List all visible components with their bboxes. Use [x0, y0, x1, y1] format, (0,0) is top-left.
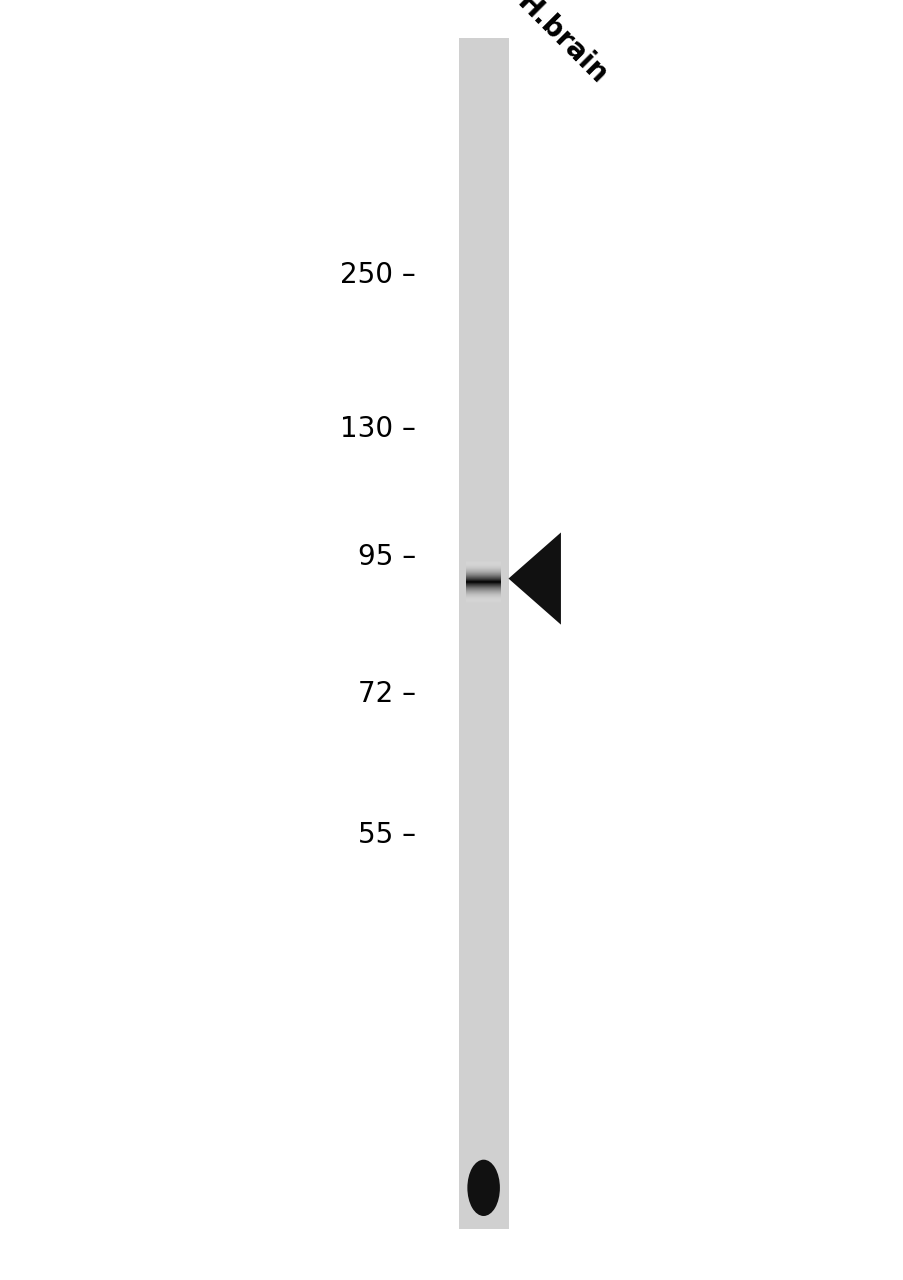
- Ellipse shape: [467, 1160, 499, 1216]
- Text: 95 –: 95 –: [358, 543, 415, 571]
- Text: H.brain: H.brain: [510, 0, 611, 90]
- Text: 130 –: 130 –: [340, 415, 415, 443]
- Polygon shape: [507, 532, 561, 625]
- Text: 72 –: 72 –: [358, 680, 415, 708]
- Bar: [459, 38, 508, 1229]
- Text: 250 –: 250 –: [340, 261, 415, 289]
- Text: 55 –: 55 –: [358, 820, 415, 849]
